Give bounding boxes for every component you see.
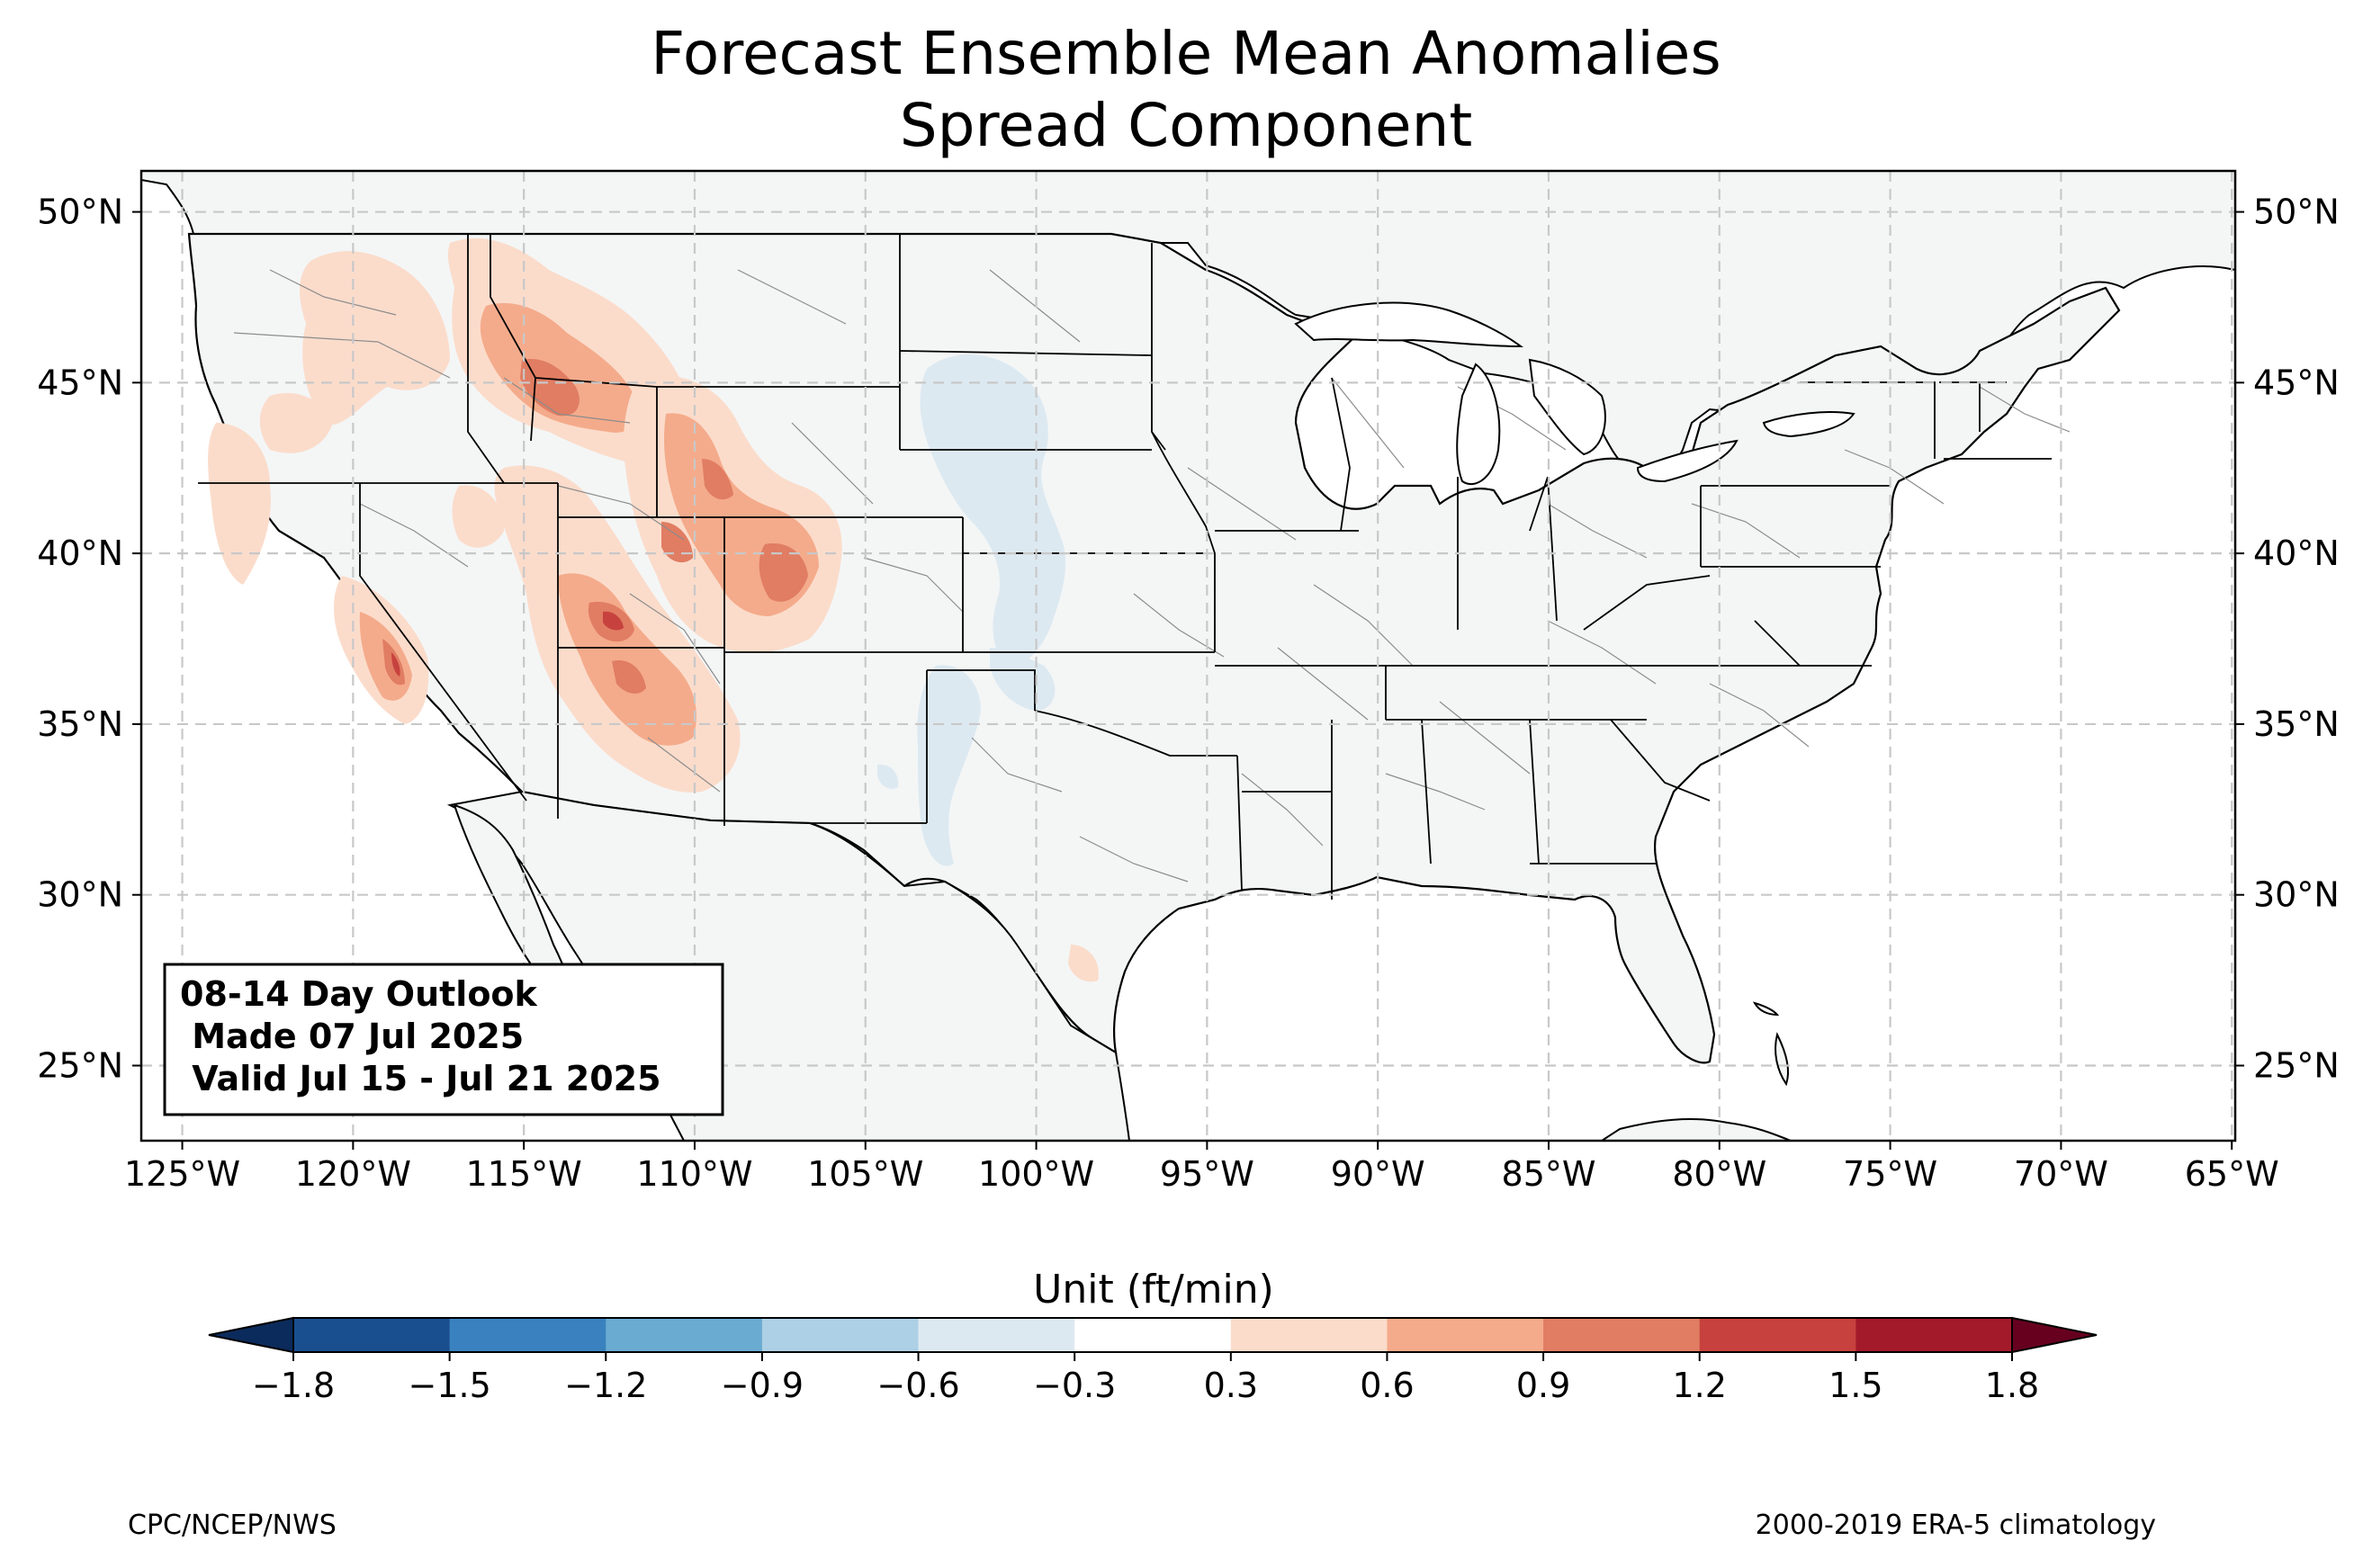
- lon-tick-label: 110°W: [636, 1154, 752, 1194]
- lon-tick-label: 70°W: [2014, 1154, 2108, 1194]
- lon-tick-label: 85°W: [1502, 1154, 1596, 1194]
- colorbar-swatch: [1074, 1318, 1232, 1352]
- colorbar-tick-label: 1.5: [1828, 1366, 1882, 1405]
- colorbar-swatch: [1230, 1318, 1388, 1352]
- lat-tick-label: 45°N: [2253, 363, 2340, 402]
- longitude-ticks: 125°W 120°W 115°W 110°W 105°W 100°W 95°W 90°W 85…: [124, 1141, 2279, 1194]
- lon-tick-label: 65°W: [2185, 1154, 2279, 1194]
- lon-tick-label: 120°W: [295, 1154, 411, 1194]
- colorbar-under-arrow: [208, 1316, 294, 1354]
- colorbar-tick-label: −0.3: [1033, 1366, 1116, 1405]
- colorbar-tick-label: 0.3: [1204, 1366, 1258, 1405]
- lon-tick-label: 75°W: [1843, 1154, 1937, 1194]
- latitude-ticks-left: 50°N 45°N 40°N 35°N 30°N 25°N: [37, 193, 141, 1085]
- colorbar-tick-label: −1.2: [564, 1366, 647, 1405]
- lat-tick-label: 35°N: [2253, 704, 2340, 744]
- colorbar-swatch: [606, 1318, 763, 1352]
- colorbar-swatch: [918, 1318, 1075, 1352]
- colorbar-tick-label: −1.5: [408, 1366, 490, 1405]
- lon-tick-label: 90°W: [1331, 1154, 1425, 1194]
- lat-tick-label: 45°N: [37, 363, 123, 402]
- gridlines: [141, 171, 2235, 1141]
- colorbar-swatch: [1387, 1318, 1544, 1352]
- lat-tick-label: 25°N: [37, 1045, 123, 1085]
- outlook-made-date: Made 07 Jul 2025: [180, 1017, 524, 1056]
- colorbar-outline: [292, 1317, 2013, 1353]
- lat-tick-label: 35°N: [37, 704, 123, 744]
- lat-tick-label: 30°N: [2253, 875, 2340, 915]
- county-lines: [233, 269, 2071, 883]
- outlook-valid-range: Valid Jul 15 - Jul 21 2025: [180, 1059, 661, 1098]
- lat-tick-label: 40°N: [37, 533, 123, 573]
- colorbar-tick-label: 1.8: [1985, 1366, 2039, 1405]
- outlook-period: 08-14 Day Outlook: [180, 974, 538, 1014]
- lon-tick-label: 115°W: [466, 1154, 582, 1194]
- colorbar-swatch: [293, 1318, 451, 1352]
- colorbar-swatch: [1855, 1318, 2013, 1352]
- outlook-info-box: 08-14 Day Outlook Made 07 Jul 2025 Valid…: [163, 963, 724, 1116]
- colorbar: [208, 1316, 2098, 1354]
- colorbar-tick-label: −0.6: [876, 1366, 959, 1405]
- lat-tick-label: 30°N: [37, 875, 123, 915]
- lat-tick-label: 50°N: [37, 193, 123, 232]
- colorbar-swatch: [1699, 1318, 1856, 1352]
- colorbar-tick-label: −0.9: [721, 1366, 804, 1405]
- lon-tick-label: 95°W: [1160, 1154, 1254, 1194]
- colorbar-over-arrow: [2011, 1316, 2098, 1354]
- lat-tick-label: 50°N: [2253, 193, 2340, 232]
- latitude-ticks-right: 50°N 45°N 40°N 35°N 30°N 25°N: [2235, 193, 2340, 1085]
- footer-climatology: 2000-2019 ERA-5 climatology: [1756, 1510, 2156, 1541]
- colorbar-swatch: [449, 1318, 606, 1352]
- lat-tick-label: 25°N: [2253, 1045, 2340, 1085]
- colorbar-tick-label: 0.9: [1516, 1366, 1570, 1405]
- lon-tick-label: 125°W: [124, 1154, 240, 1194]
- great-lakes: [1294, 301, 1855, 486]
- footer-source: CPC/NCEP/NWS: [128, 1510, 337, 1541]
- colorbar-tick-label: −1.8: [252, 1366, 335, 1405]
- colorbar-ticks: −1.8 −1.5 −1.2 −0.9 −0.6 −0.3 0.3 0.6 0.9 1.2 1.5 1…: [252, 1352, 2039, 1405]
- lon-tick-label: 105°W: [807, 1154, 923, 1194]
- colorbar-label: Unit (ft/min): [1033, 1267, 1274, 1313]
- map-frame: [139, 169, 2237, 1142]
- colorbar-tick-label: 0.6: [1360, 1366, 1414, 1405]
- state-borders: [198, 234, 2052, 900]
- map-title-line2: Spread Component: [900, 91, 1473, 160]
- lon-tick-label: 100°W: [978, 1154, 1094, 1194]
- colorbar-tick-label: 1.2: [1673, 1366, 1727, 1405]
- colorbar-swatch: [761, 1318, 920, 1352]
- anomaly-shading: [208, 237, 1099, 982]
- colorbar-swatch: [1543, 1318, 1701, 1352]
- map-title-line1: Forecast Ensemble Mean Anomalies: [651, 19, 1721, 88]
- lon-tick-label: 80°W: [1672, 1154, 1766, 1194]
- lat-tick-label: 40°N: [2253, 533, 2340, 573]
